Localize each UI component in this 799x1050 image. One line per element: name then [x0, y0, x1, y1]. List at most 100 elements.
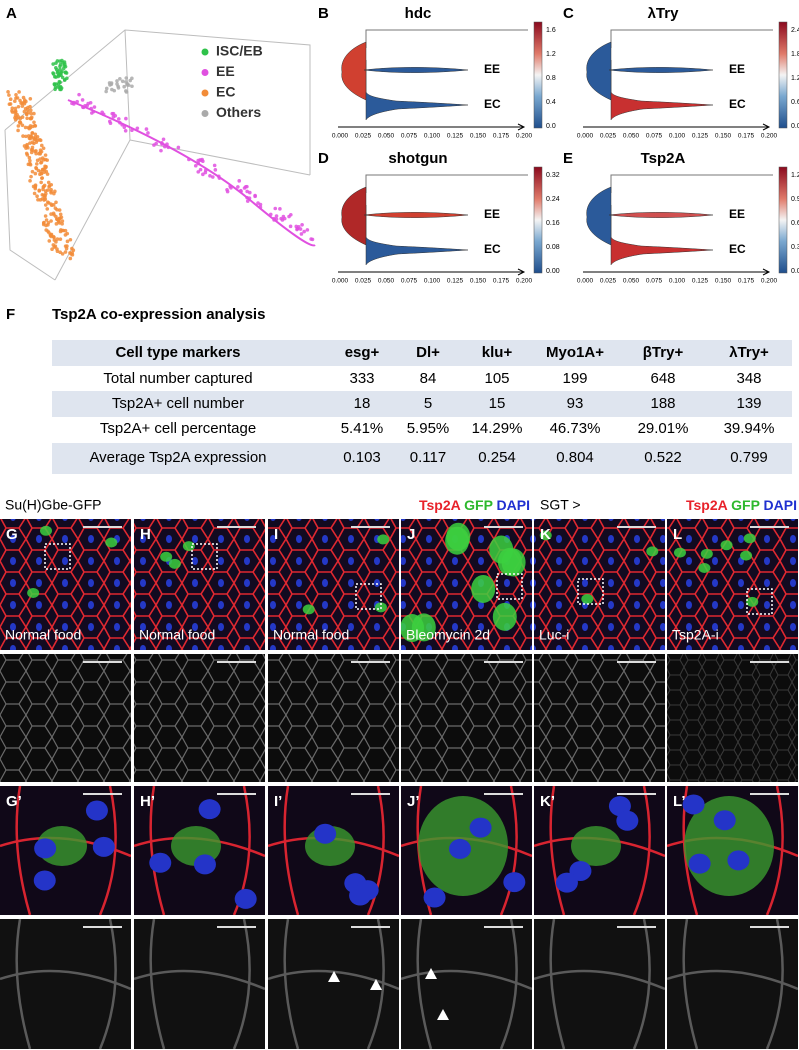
colorbar-tick-label: 0.0	[791, 123, 799, 130]
x-tick-label: 0.125	[692, 133, 709, 140]
arrowhead	[370, 979, 382, 990]
violin-root	[586, 186, 612, 246]
gfp-cell	[40, 525, 53, 536]
colorbar-tick-label: 1.2	[546, 51, 556, 58]
violin-ec	[610, 236, 714, 266]
group-label: EC	[484, 242, 501, 256]
micrograph	[134, 786, 265, 915]
table-header-cell: klu+	[482, 344, 513, 361]
gfp-cell	[571, 826, 621, 866]
micrograph-content	[401, 786, 532, 915]
cell-point	[32, 137, 37, 142]
cell-point	[24, 134, 28, 139]
table-cell: 84	[420, 370, 437, 387]
cell-point	[57, 221, 62, 225]
table-cell: 0.799	[730, 449, 768, 466]
nucleus	[616, 810, 639, 831]
cell-point	[13, 99, 17, 104]
table-cell: 18	[354, 395, 371, 412]
micrograph-content	[268, 519, 399, 650]
cell-point	[42, 183, 47, 188]
violin-title: Tsp2A	[641, 150, 686, 167]
cell-point	[49, 203, 54, 208]
table-cell: Tsp2A+ cell percentage	[100, 420, 256, 437]
cell-point	[44, 191, 48, 196]
cell-point	[7, 93, 11, 97]
cell-point	[29, 150, 34, 155]
panel-label: B	[318, 5, 329, 22]
cell-point	[278, 207, 282, 211]
cell-point	[39, 161, 43, 165]
panel-label: L’	[673, 793, 686, 810]
cell-point	[208, 174, 212, 178]
panel-label: E	[563, 150, 573, 167]
cell-point	[24, 112, 29, 117]
cell-point	[212, 163, 217, 168]
micrograph	[268, 654, 399, 782]
micrograph-content	[401, 519, 532, 650]
x-tick-label: 0.100	[424, 278, 441, 285]
cell-point	[33, 171, 38, 176]
table-cell: 14.29%	[472, 420, 523, 437]
cell-point	[52, 212, 56, 217]
cell-point	[28, 124, 33, 128]
panel-label: H	[140, 526, 151, 543]
colorbar-tick-label: 0.6	[791, 220, 799, 227]
cell-point	[123, 128, 128, 133]
cell-point	[130, 84, 134, 89]
x-tick-label: 0.100	[424, 133, 441, 140]
gfp-cell	[720, 540, 733, 551]
x-tick-label: 0.150	[470, 133, 487, 140]
cell-point	[58, 250, 62, 255]
cell-border	[268, 919, 399, 1049]
cell-point	[130, 76, 134, 81]
tissue	[401, 919, 532, 1049]
cell-point	[298, 227, 303, 231]
cell-point	[34, 149, 38, 153]
cell-point	[33, 123, 37, 128]
cell-point	[40, 192, 45, 197]
gfp-cell	[105, 537, 118, 548]
micrograph	[401, 519, 532, 650]
cell-point	[245, 184, 249, 189]
cell-point	[273, 206, 278, 211]
cell-point	[26, 145, 30, 150]
x-tick-label: 0.150	[715, 133, 732, 140]
cell-point	[35, 162, 39, 166]
micrograph	[401, 654, 532, 782]
cell-point	[201, 159, 205, 164]
cell-point	[53, 206, 58, 210]
x-tick-label: 0.175	[738, 278, 755, 285]
cell-point	[56, 82, 61, 86]
cell-point	[49, 232, 54, 237]
violin-ec	[610, 91, 714, 121]
x-tick-label: 0.125	[692, 278, 709, 285]
tissue	[667, 919, 798, 1049]
colorbar-tick-label: 0.8	[546, 75, 556, 82]
violin-ee	[363, 212, 469, 218]
panel-label: A	[6, 5, 17, 22]
x-tick-label: 0.200	[761, 278, 778, 285]
cell-point	[236, 185, 240, 189]
cell-point	[258, 202, 263, 207]
cell-point	[109, 82, 114, 87]
micrograph-content	[268, 786, 399, 915]
x-tick-label: 0.125	[447, 133, 464, 140]
cell-point	[20, 104, 25, 108]
cell-border	[534, 919, 665, 1049]
cell-point	[22, 101, 27, 106]
tree-line	[610, 174, 773, 245]
stain-legend: Tsp2A GFP DAPI	[419, 497, 530, 513]
cell-point	[279, 216, 283, 221]
gfp-cell	[182, 541, 195, 552]
micrograph	[268, 519, 399, 650]
micrograph-content	[0, 654, 131, 782]
tissue	[534, 519, 665, 650]
x-tick-label: 0.075	[401, 133, 418, 140]
legend-label: ISC/EB	[216, 43, 263, 59]
cell-point	[77, 92, 81, 97]
x-tick-label: 0.000	[577, 278, 594, 285]
x-tick-label: 0.050	[623, 278, 640, 285]
table-cell: 188	[650, 395, 675, 412]
